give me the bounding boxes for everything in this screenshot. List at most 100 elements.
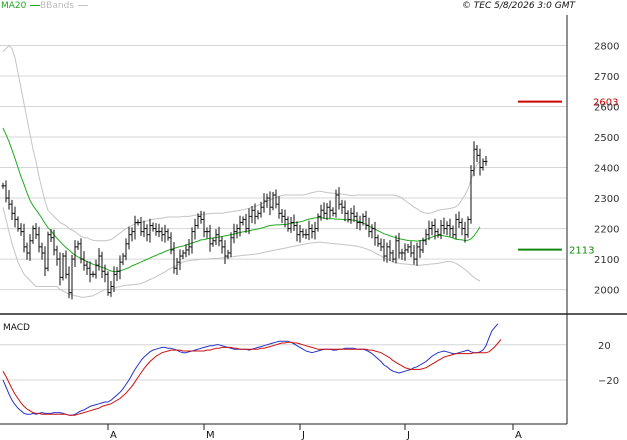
price-tick-label: 2000 (594, 286, 619, 297)
ohlc-bar (193, 218, 197, 240)
ohlc-bar (175, 257, 179, 275)
ohlc-bar (406, 243, 410, 253)
ohlc-bar (454, 213, 458, 239)
ohlc-bar (346, 210, 350, 223)
ohlc-bar (1, 182, 5, 189)
ohlc-bar (325, 202, 329, 221)
ohlc-bar (13, 206, 17, 228)
price-levels: 2603 2113 (518, 98, 618, 257)
ohlc-bar (7, 190, 11, 210)
ohlc-bar (226, 249, 230, 260)
ohlc-bar (64, 250, 68, 279)
ohlc-bar (256, 210, 260, 220)
ohlc-bar (289, 216, 293, 233)
ohlc-bar (40, 242, 44, 260)
ohlc-bar (427, 220, 431, 241)
ohlc-bar (283, 209, 287, 228)
ohlc-bar (55, 245, 59, 266)
ohlc-bar (157, 223, 161, 238)
ohlc-bar (394, 235, 398, 264)
ohlc-bar (286, 216, 290, 232)
ohlc-bar (148, 218, 152, 243)
ohlc-bar (484, 155, 488, 166)
ohlc-bar (25, 242, 29, 260)
ohlc-bar (151, 222, 155, 232)
ohlc-bar (463, 221, 467, 243)
ohlc-bar (214, 229, 218, 246)
ohlc-bar (184, 244, 188, 258)
ohlc-bar (202, 211, 206, 238)
ohlc-bar (421, 237, 425, 253)
ohlc-bar (28, 234, 32, 261)
ohlc-bar (415, 242, 419, 266)
ohlc-bar (133, 215, 137, 240)
ohlc-bar (187, 238, 191, 256)
ohlc-bar (301, 228, 305, 238)
ohlc-bar (58, 252, 62, 286)
ohlc-bar (376, 234, 380, 247)
ohlc-bar (112, 266, 116, 293)
ohlc-bar (373, 221, 377, 246)
ohlc-bar (397, 232, 401, 259)
ohlc-bar (349, 207, 353, 224)
ohlc-bar (442, 217, 446, 235)
ohlc-bar (322, 202, 326, 219)
ohlc-bar (163, 224, 167, 243)
ohlc-bar (343, 200, 347, 222)
ohlc-bar (388, 240, 392, 261)
price-tick-label: 2400 (594, 164, 619, 175)
ohlc-bar (211, 237, 215, 247)
ohlc-bar (79, 238, 83, 264)
ohlc-bar (181, 249, 185, 260)
ohlc-bar (43, 246, 47, 277)
ohlc-bar (142, 220, 146, 238)
ohlc-bar (358, 215, 362, 231)
ohlc-bar (37, 226, 41, 253)
ohlc-bar (418, 240, 422, 258)
legend-bbands: BBands (40, 0, 88, 12)
ohlc-bar (355, 212, 359, 230)
ohlc-bar (223, 240, 227, 264)
ohlc-bar (136, 219, 140, 226)
ohlc-bar (265, 193, 269, 208)
ohlc-bar (448, 218, 452, 237)
ohlc-bar (172, 241, 176, 274)
ohlc-bar (106, 271, 110, 296)
ohlc-bar (196, 213, 200, 229)
ohlc-bar (367, 217, 371, 238)
ohlc-bar (16, 216, 20, 232)
ohlc-bar (124, 238, 128, 261)
macd-tick-label: −20 (598, 376, 619, 387)
ohlc-bar (379, 238, 383, 252)
ohlc-bar (103, 264, 107, 283)
price-tick-label: 2300 (594, 194, 619, 205)
ohlc-bar (109, 281, 113, 297)
chart-frame (0, 15, 627, 425)
ohlc-bar (382, 238, 386, 262)
ohlc-bar (139, 216, 143, 236)
ohlc-bar (160, 227, 164, 242)
ohlc-bar (445, 221, 449, 236)
ohlc-bar (451, 225, 455, 238)
ohlc-bar (205, 227, 209, 239)
price-tick-label: 2500 (594, 133, 619, 144)
ohlc-bar (271, 191, 275, 211)
ohlc-bar (259, 201, 263, 218)
ohlc-bar (190, 227, 194, 254)
legend-bbands-label: BBands (40, 1, 74, 11)
price-tick-label: 2100 (594, 255, 619, 266)
ohlc-bar (313, 221, 317, 240)
ohlc-bar (118, 255, 122, 280)
macd-tick-label: 20 (598, 341, 611, 352)
legend-ma20-label: MA20 (1, 1, 27, 11)
ohlc-bar (232, 223, 236, 244)
macd-line (2, 323, 499, 416)
ohlc-bar (31, 225, 35, 244)
ohlc-bar (52, 229, 56, 256)
macd-title: MACD (3, 323, 30, 333)
ohlc-bar (238, 215, 242, 237)
ohlc-bar (370, 224, 374, 239)
resistance-label: 2603 (593, 98, 618, 109)
grid-lines (0, 45, 567, 381)
